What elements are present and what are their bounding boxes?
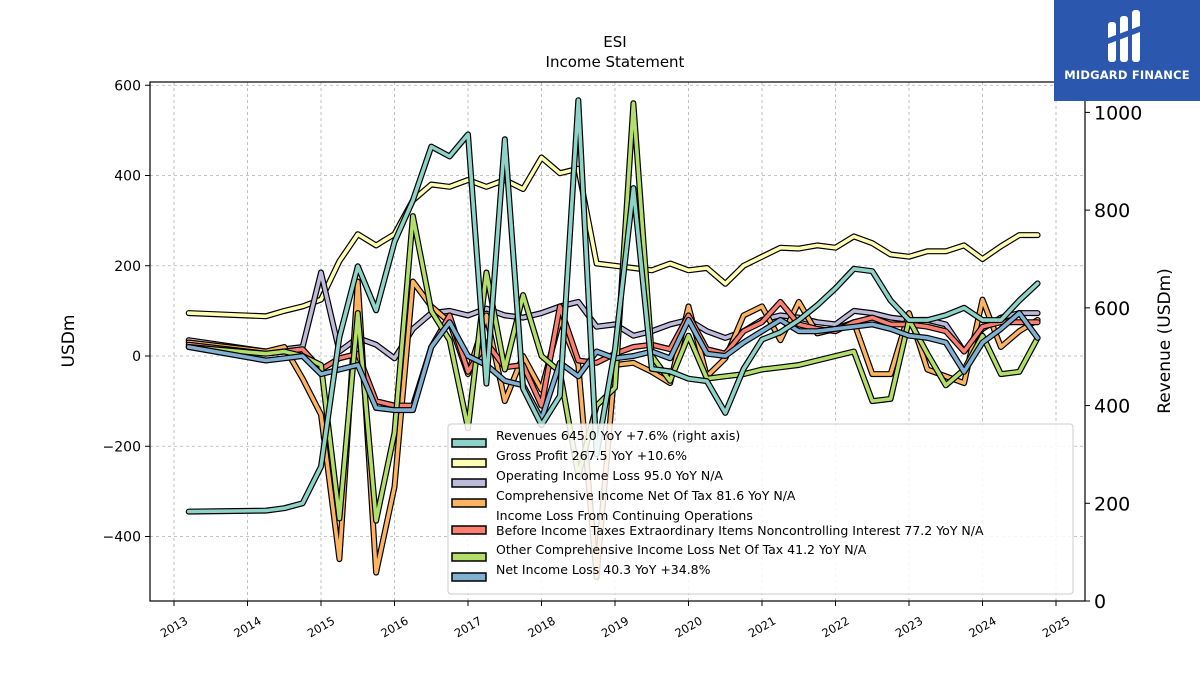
x-tick-label: 2025 bbox=[1040, 614, 1072, 641]
legend-entry: Other Comprehensive Income Loss Net Of T… bbox=[496, 542, 867, 557]
x-tick-label: 2018 bbox=[525, 614, 557, 641]
legend-swatch bbox=[451, 552, 487, 562]
y-tick-label: −400 bbox=[103, 530, 141, 546]
y-right-tick-label: 200 bbox=[1094, 493, 1130, 515]
legend-swatch bbox=[451, 438, 487, 448]
legend-swatch bbox=[451, 572, 487, 582]
legend-entry: Gross Profit 267.5 YoY +10.6% bbox=[496, 448, 687, 463]
y-right-tick-label: 1000 bbox=[1094, 102, 1142, 124]
x-tick-label: 2020 bbox=[672, 614, 704, 641]
y-tick-label: 600 bbox=[114, 78, 141, 94]
y-axis-label-right: Revenue (USDm) bbox=[1155, 268, 1175, 414]
x-tick-label: 2015 bbox=[305, 614, 337, 641]
y-right-tick-label: 600 bbox=[1094, 298, 1130, 320]
legend-entry: Revenues 645.0 YoY +7.6% (right axis) bbox=[496, 428, 740, 443]
y-tick-label: 200 bbox=[114, 259, 141, 275]
x-tick-label: 2024 bbox=[966, 614, 998, 641]
legend-swatch bbox=[451, 498, 487, 508]
series-lines bbox=[185, 97, 1041, 581]
x-tick-label: 2017 bbox=[452, 614, 484, 641]
y-axis-label: USDm bbox=[59, 315, 79, 368]
x-tick-label: 2021 bbox=[746, 614, 778, 641]
plot-frame bbox=[149, 81, 1086, 602]
y-right-tick-label: 0 bbox=[1094, 591, 1106, 613]
y-right-tick-label: 400 bbox=[1094, 396, 1130, 418]
legend-swatch bbox=[451, 458, 487, 468]
legend-entry: Comprehensive Income Net Of Tax 81.6 YoY… bbox=[496, 488, 796, 503]
legend-box bbox=[447, 423, 1074, 595]
legend-entry: Income Loss From Continuing Operations Be… bbox=[496, 508, 984, 538]
series-group bbox=[185, 310, 1041, 423]
brand-name: MIDGARD FINANCE bbox=[1064, 68, 1190, 82]
x-tick-label: 2023 bbox=[893, 614, 925, 641]
x-tick-label: 2016 bbox=[378, 614, 410, 641]
x-tick-label: 2013 bbox=[158, 614, 190, 641]
series-group bbox=[185, 97, 1041, 515]
y-right-tick-label: 800 bbox=[1094, 200, 1130, 222]
legend-swatch bbox=[451, 525, 487, 535]
legend-entry: Net Income Loss 40.3 YoY +34.8% bbox=[496, 562, 711, 577]
y-tick-label: 0 bbox=[132, 349, 141, 365]
midgard-finance-logo-icon bbox=[1108, 10, 1140, 62]
y-tick-label: −200 bbox=[103, 439, 141, 455]
chart-subtitle: Income Statement bbox=[546, 53, 685, 71]
midgard-finance-logo: MIDGARD FINANCE bbox=[1054, 0, 1200, 101]
legend-swatch bbox=[451, 478, 487, 488]
series-line bbox=[186, 98, 1040, 514]
x-tick-label: 2019 bbox=[599, 614, 631, 641]
x-tick-label: 2022 bbox=[819, 614, 851, 641]
series-line bbox=[186, 311, 1040, 422]
x-tick-label: 2014 bbox=[231, 614, 263, 641]
legend: Revenues 645.0 YoY +7.6% (right axis) Gro… bbox=[447, 423, 1074, 595]
y-tick-label: 400 bbox=[114, 169, 141, 185]
legend-entry: Operating Income Loss 95.0 YoY N/A bbox=[496, 468, 723, 483]
chart-title: ESI bbox=[603, 33, 626, 51]
